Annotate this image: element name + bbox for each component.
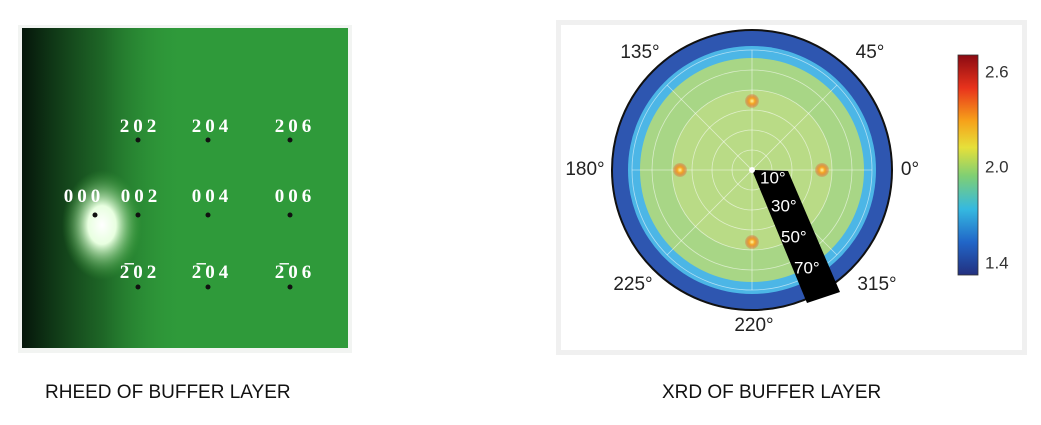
colorbar-tick: 1.4 [985, 253, 1009, 272]
angle-label: 315° [857, 274, 896, 295]
colorbar-tick: 2.0 [985, 157, 1009, 176]
index-label: 2̅02 [120, 262, 161, 283]
peaks [673, 94, 829, 249]
angle-label: 45° [856, 42, 885, 63]
radial-label: 70° [794, 258, 820, 277]
radial-label: 50° [781, 227, 807, 246]
index-label: 000 [64, 186, 105, 207]
index-label: 202 [120, 116, 161, 137]
angle-label: 220° [734, 315, 773, 336]
beam-spot [62, 170, 142, 280]
angle-label: 135° [620, 42, 659, 63]
colorbar [957, 54, 979, 276]
index-label: 002 [121, 186, 162, 207]
radial-label: 10° [760, 168, 786, 187]
angle-label: 225° [613, 274, 652, 295]
index-label: 004 [192, 186, 233, 207]
angle-label: 180° [565, 159, 604, 180]
colorbar-tick: 2.6 [985, 62, 1009, 81]
caption: XRD OF BUFFER LAYER [662, 382, 881, 403]
index-label: 2̅04 [192, 262, 233, 283]
center [749, 167, 755, 173]
index-label: 006 [275, 186, 316, 207]
index-label: 2̅06 [275, 262, 316, 283]
radial-label: 30° [771, 196, 797, 215]
index-label: 204 [192, 116, 233, 137]
diffraction-dots [92, 137, 293, 290]
masked-wedge [752, 170, 840, 303]
caption: RHEED OF BUFFER LAYER [45, 382, 291, 403]
angle-label: 0° [901, 159, 919, 180]
index-label: 206 [275, 116, 316, 137]
